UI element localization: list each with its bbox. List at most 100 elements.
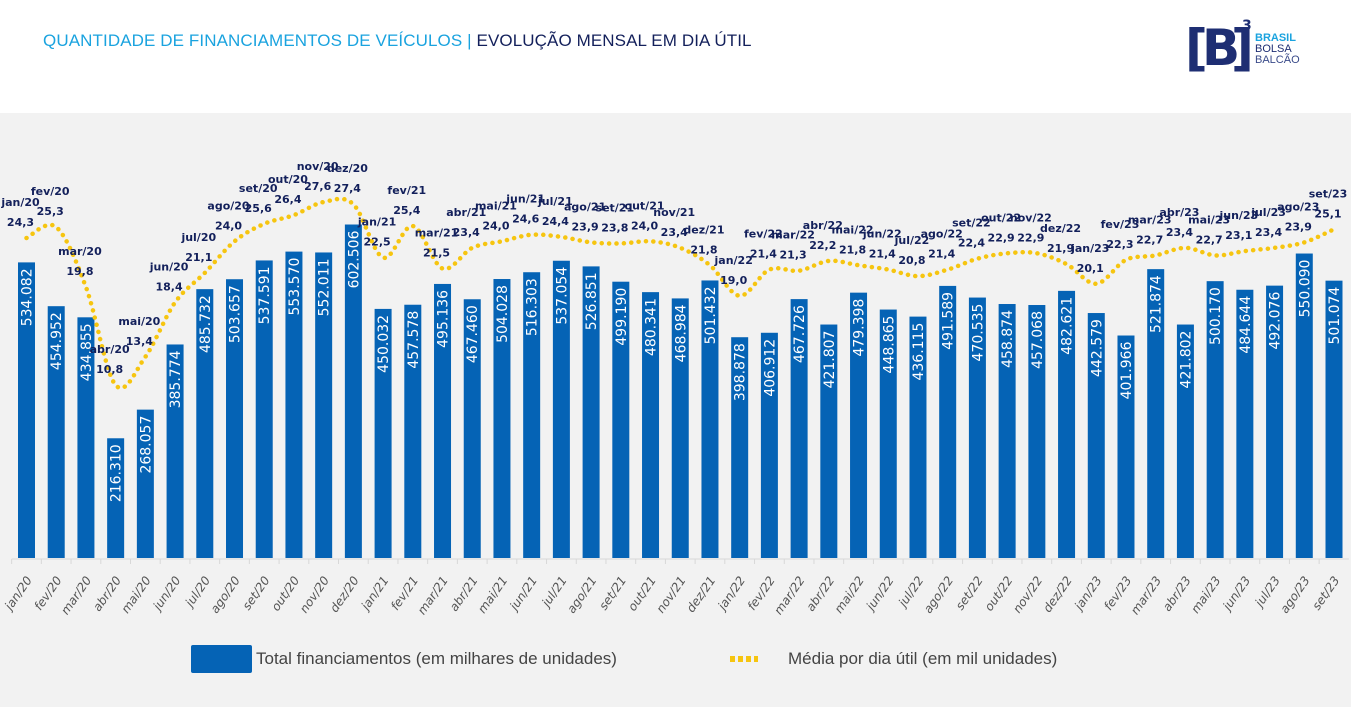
- line-month-label: dez/21: [683, 223, 724, 236]
- x-tick-label: set/20: [240, 573, 273, 612]
- line-month-label: ago/22: [921, 228, 963, 241]
- x-tick-label: nov/20: [297, 573, 332, 615]
- bar-value-label: 454.952: [49, 312, 65, 370]
- line-month-label: mai/22: [832, 223, 874, 236]
- header: QUANTIDADE DE FINANCIAMENTOS DE VEÍCULOS…: [0, 0, 1351, 113]
- line-month-label: mar/22: [771, 229, 815, 242]
- x-tick-label: nov/21: [654, 574, 689, 616]
- line-month-label: jul/20: [180, 231, 216, 244]
- line-value-label: 23,9: [572, 220, 599, 233]
- line-month-label: mai/20: [118, 315, 160, 328]
- bar: [850, 292, 868, 558]
- line-value-label: 21,5: [423, 247, 450, 260]
- bar-value-label: 501.074: [1327, 287, 1343, 345]
- bar-value-label: 470.535: [970, 304, 986, 362]
- bar: [879, 309, 897, 558]
- line-value-label: 13,4: [126, 335, 153, 348]
- bar: [939, 285, 957, 558]
- line-value-label: 24,0: [215, 219, 242, 232]
- bar: [285, 251, 303, 558]
- x-tick-label: ago/23: [1277, 574, 1312, 616]
- line-month-label: jun/20: [149, 260, 189, 273]
- line-value-label: 25,6: [245, 202, 272, 215]
- bar: [998, 304, 1016, 558]
- line-month-label: fev/21: [387, 184, 426, 197]
- x-tick-label: jan/22: [714, 574, 748, 614]
- bar: [968, 297, 986, 558]
- line-month-label: fev/20: [31, 185, 70, 198]
- bar-value-label: 468.984: [673, 304, 689, 362]
- legend-item-line: Média por dia útil (em mil unidades): [730, 645, 1057, 673]
- legend-swatch-line: [730, 656, 758, 662]
- bar: [760, 332, 778, 558]
- bar-value-label: 521.874: [1149, 275, 1165, 333]
- line-value-label: 22,5: [364, 236, 391, 249]
- bar: [136, 409, 154, 558]
- line-value-label: 20,8: [898, 254, 925, 267]
- title-part-1: QUANTIDADE DE FINANCIAMENTOS DE VEÍCULOS: [43, 31, 463, 50]
- line-value-label: 21,4: [750, 248, 777, 261]
- title-part-2: EVOLUÇÃO MENSAL EM DIA ÚTIL: [476, 31, 752, 50]
- bar-value-label: 492.076: [1268, 292, 1284, 350]
- line-value-label: 21,8: [839, 243, 866, 256]
- line-value-label: 27,4: [334, 182, 361, 195]
- line-month-label: fev/22: [744, 228, 783, 241]
- line-value-label: 21,4: [869, 248, 896, 261]
- bar-value-label: 467.726: [792, 305, 808, 363]
- line-month-label: mai/23: [1188, 213, 1230, 226]
- bar-value-label: 434.855: [79, 323, 95, 381]
- x-tick-label: jun/23: [1219, 574, 1253, 615]
- logo-word-balcao: BALCÃO: [1255, 54, 1300, 66]
- bar: [1058, 290, 1076, 558]
- line-value-label: 22,4: [958, 237, 985, 250]
- bar-value-label: 484.644: [1238, 296, 1254, 354]
- bar: [1325, 280, 1343, 558]
- bar-value-label: 504.028: [495, 285, 511, 343]
- line-value-label: 23,4: [1166, 226, 1193, 239]
- line-value-label: 23,8: [601, 221, 628, 234]
- x-tick-label: jan/23: [1071, 574, 1105, 614]
- x-tick-label: ago/20: [208, 573, 244, 615]
- x-axis: jan/20fev/20mar/20abr/20mai/20jun/20jul/…: [1, 558, 1349, 617]
- bar-value-label: 480.341: [644, 298, 660, 356]
- bar: [315, 252, 333, 558]
- bar: [1087, 313, 1105, 558]
- bar: [255, 260, 273, 558]
- logo-mark: B: [1202, 19, 1241, 77]
- line-value-label: 24,0: [631, 219, 658, 232]
- line-month-label: fev/23: [1101, 218, 1140, 231]
- bar-value-label: 526.851: [584, 272, 600, 330]
- line-month-label: abr/20: [90, 343, 130, 356]
- x-tick-label: mar/23: [1128, 574, 1164, 617]
- bar-value-label: 406.912: [762, 339, 778, 397]
- bar-value-label: 516.303: [525, 278, 541, 336]
- bar-value-label: 450.032: [376, 315, 392, 373]
- bar: [374, 308, 392, 558]
- line-value-label: 10,8: [96, 363, 123, 376]
- x-tick-label: dez/22: [1040, 574, 1075, 615]
- line-value-label: 19,0: [720, 274, 747, 287]
- bar-value-label: 602.506: [346, 230, 362, 288]
- line-month-label: jun/23: [1218, 209, 1258, 222]
- bar-value-label: 385.774: [168, 350, 184, 408]
- logo-bracket-left: [: [1185, 19, 1208, 77]
- line-value-label: 21,4: [928, 248, 955, 261]
- line-value-label: 24,3: [7, 216, 34, 229]
- line-month-label: nov/21: [653, 206, 695, 219]
- bar-value-label: 503.657: [228, 285, 244, 343]
- bar-value-label: 499.190: [614, 288, 630, 346]
- line-month-label: jan/21: [357, 216, 396, 229]
- bar: [1295, 253, 1313, 558]
- line-value-label: 26,4: [274, 193, 301, 206]
- bar-value-label: 501.432: [703, 286, 719, 344]
- line-value-label: 22,9: [1017, 231, 1044, 244]
- x-tick-label: jun/20: [149, 573, 184, 614]
- bar: [671, 298, 689, 558]
- line-month-label: jan/23: [1070, 242, 1109, 255]
- x-tick-label: dez/21: [684, 574, 719, 615]
- bar-value-label: 421.807: [822, 331, 838, 389]
- bar-value-label: 482.621: [1060, 297, 1076, 355]
- logo-bracket-right: ]: [1231, 19, 1254, 77]
- logo-words: BRASIL BOLSA BALCÃO: [1255, 33, 1300, 66]
- line-value-label: 22,7: [1136, 233, 1163, 246]
